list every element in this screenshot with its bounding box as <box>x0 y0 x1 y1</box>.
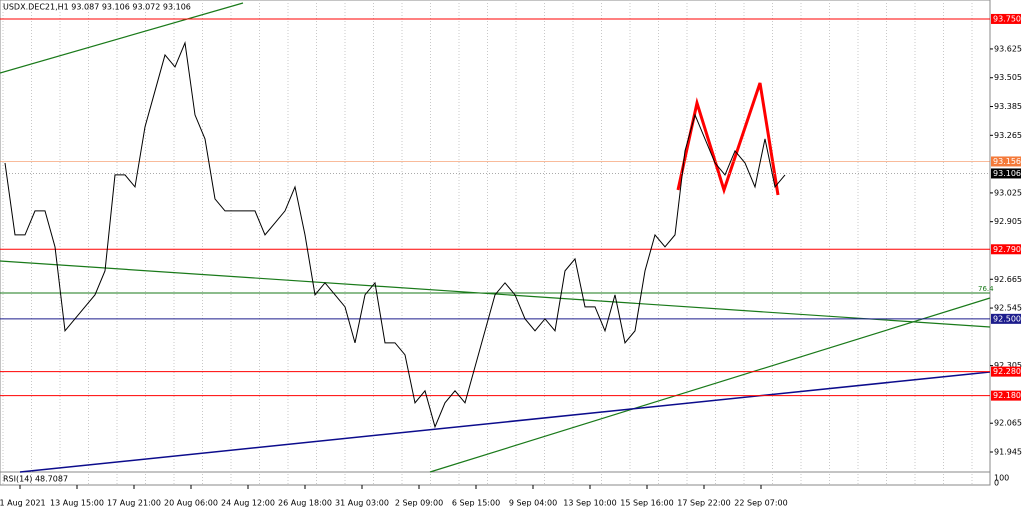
x-tick-label: 13 Sep 10:00 <box>563 499 616 508</box>
x-tick-label: 17 Aug 21:00 <box>107 499 161 508</box>
price-level-label: 92.500 <box>993 314 1021 323</box>
chart-title: USDX.DEC21,H1 93.087 93.106 93.072 93.10… <box>3 3 191 12</box>
x-tick-label: 20 Aug 06:00 <box>164 499 218 508</box>
double-top-pattern <box>676 82 780 196</box>
x-tick-label: 31 Aug 03:00 <box>335 499 389 508</box>
y-tick-label: 92.665 <box>994 275 1022 284</box>
y-tick-label: 93.505 <box>994 73 1022 82</box>
x-tick-label: 6 Sep 15:00 <box>452 499 500 508</box>
rsi-tick-label: 100 <box>994 474 1009 483</box>
y-tick-label: 92.305 <box>994 361 1022 370</box>
price-level-label: 93.106 <box>993 169 1021 178</box>
y-tick-label: 91.945 <box>994 448 1022 457</box>
y-tick-label: 92.065 <box>994 419 1022 428</box>
price-level-tag <box>991 313 1021 324</box>
y-tick-label: 92.545 <box>994 304 1022 313</box>
price-line <box>4 41 786 429</box>
price-level-tag <box>991 13 1021 24</box>
price-level-label: 92.180 <box>993 391 1021 400</box>
trend-line <box>19 371 991 473</box>
y-tick-label: 93.025 <box>994 188 1022 197</box>
price-level-tag <box>991 168 1021 179</box>
y-tick-label: 93.385 <box>994 102 1022 111</box>
x-tick-label: 2 Sep 09:00 <box>395 499 443 508</box>
x-tick-label: 15 Sep 16:00 <box>620 499 673 508</box>
x-tick-label: 22 Sep 07:00 <box>734 499 787 508</box>
vertical-grid <box>2 0 973 485</box>
price-level-label: 93.750 <box>993 14 1021 23</box>
trend-line <box>429 297 991 473</box>
x-tick-label: 9 Sep 04:00 <box>509 499 557 508</box>
trend-line <box>0 2 244 74</box>
price-level-tag <box>991 156 1021 167</box>
price-level-tag <box>991 390 1021 401</box>
x-tick-label: 24 Aug 12:00 <box>221 499 275 508</box>
plot-frame <box>0 0 991 486</box>
price-level-tag <box>991 366 1021 377</box>
fib-label: 76.4 <box>978 285 994 293</box>
rsi-tick-label: 0 <box>994 479 999 488</box>
price-level-tag <box>991 244 1021 255</box>
price-level-label: 92.280 <box>993 367 1021 376</box>
y-tick-label: 93.625 <box>994 44 1022 53</box>
rsi-label: RSI(14) 48.7087 <box>3 475 68 484</box>
x-tick-label: 11 Aug 2021 <box>0 499 46 508</box>
x-tick-label: 13 Aug 15:00 <box>50 499 104 508</box>
x-tick-label: 17 Sep 22:00 <box>677 499 730 508</box>
price-level-label: 92.790 <box>993 245 1021 254</box>
y-tick-label: 92.905 <box>994 217 1022 226</box>
y-tick-label: 93.265 <box>994 131 1022 140</box>
trend-line <box>0 260 991 328</box>
x-tick-label: 26 Aug 18:00 <box>278 499 332 508</box>
price-level-label: 93.156 <box>993 157 1021 166</box>
